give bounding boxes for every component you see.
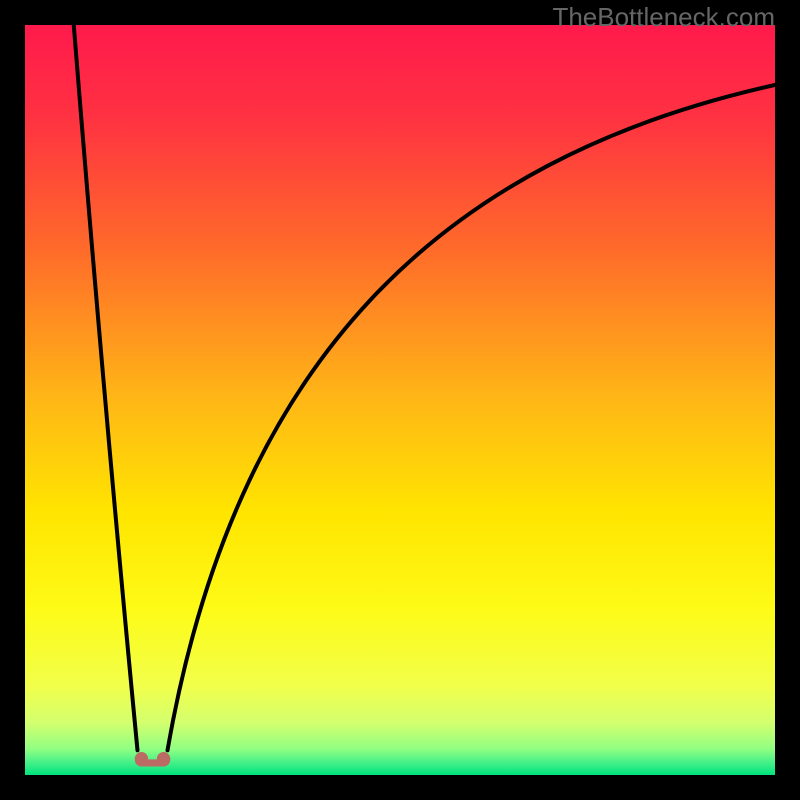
chart-svg bbox=[25, 25, 775, 775]
curve-right-branch bbox=[168, 85, 776, 750]
watermark-text: TheBottleneck.com bbox=[552, 2, 775, 33]
minimum-marker-icon bbox=[135, 753, 170, 767]
bottleneck-chart bbox=[25, 25, 775, 775]
curve-left-branch bbox=[74, 25, 138, 750]
